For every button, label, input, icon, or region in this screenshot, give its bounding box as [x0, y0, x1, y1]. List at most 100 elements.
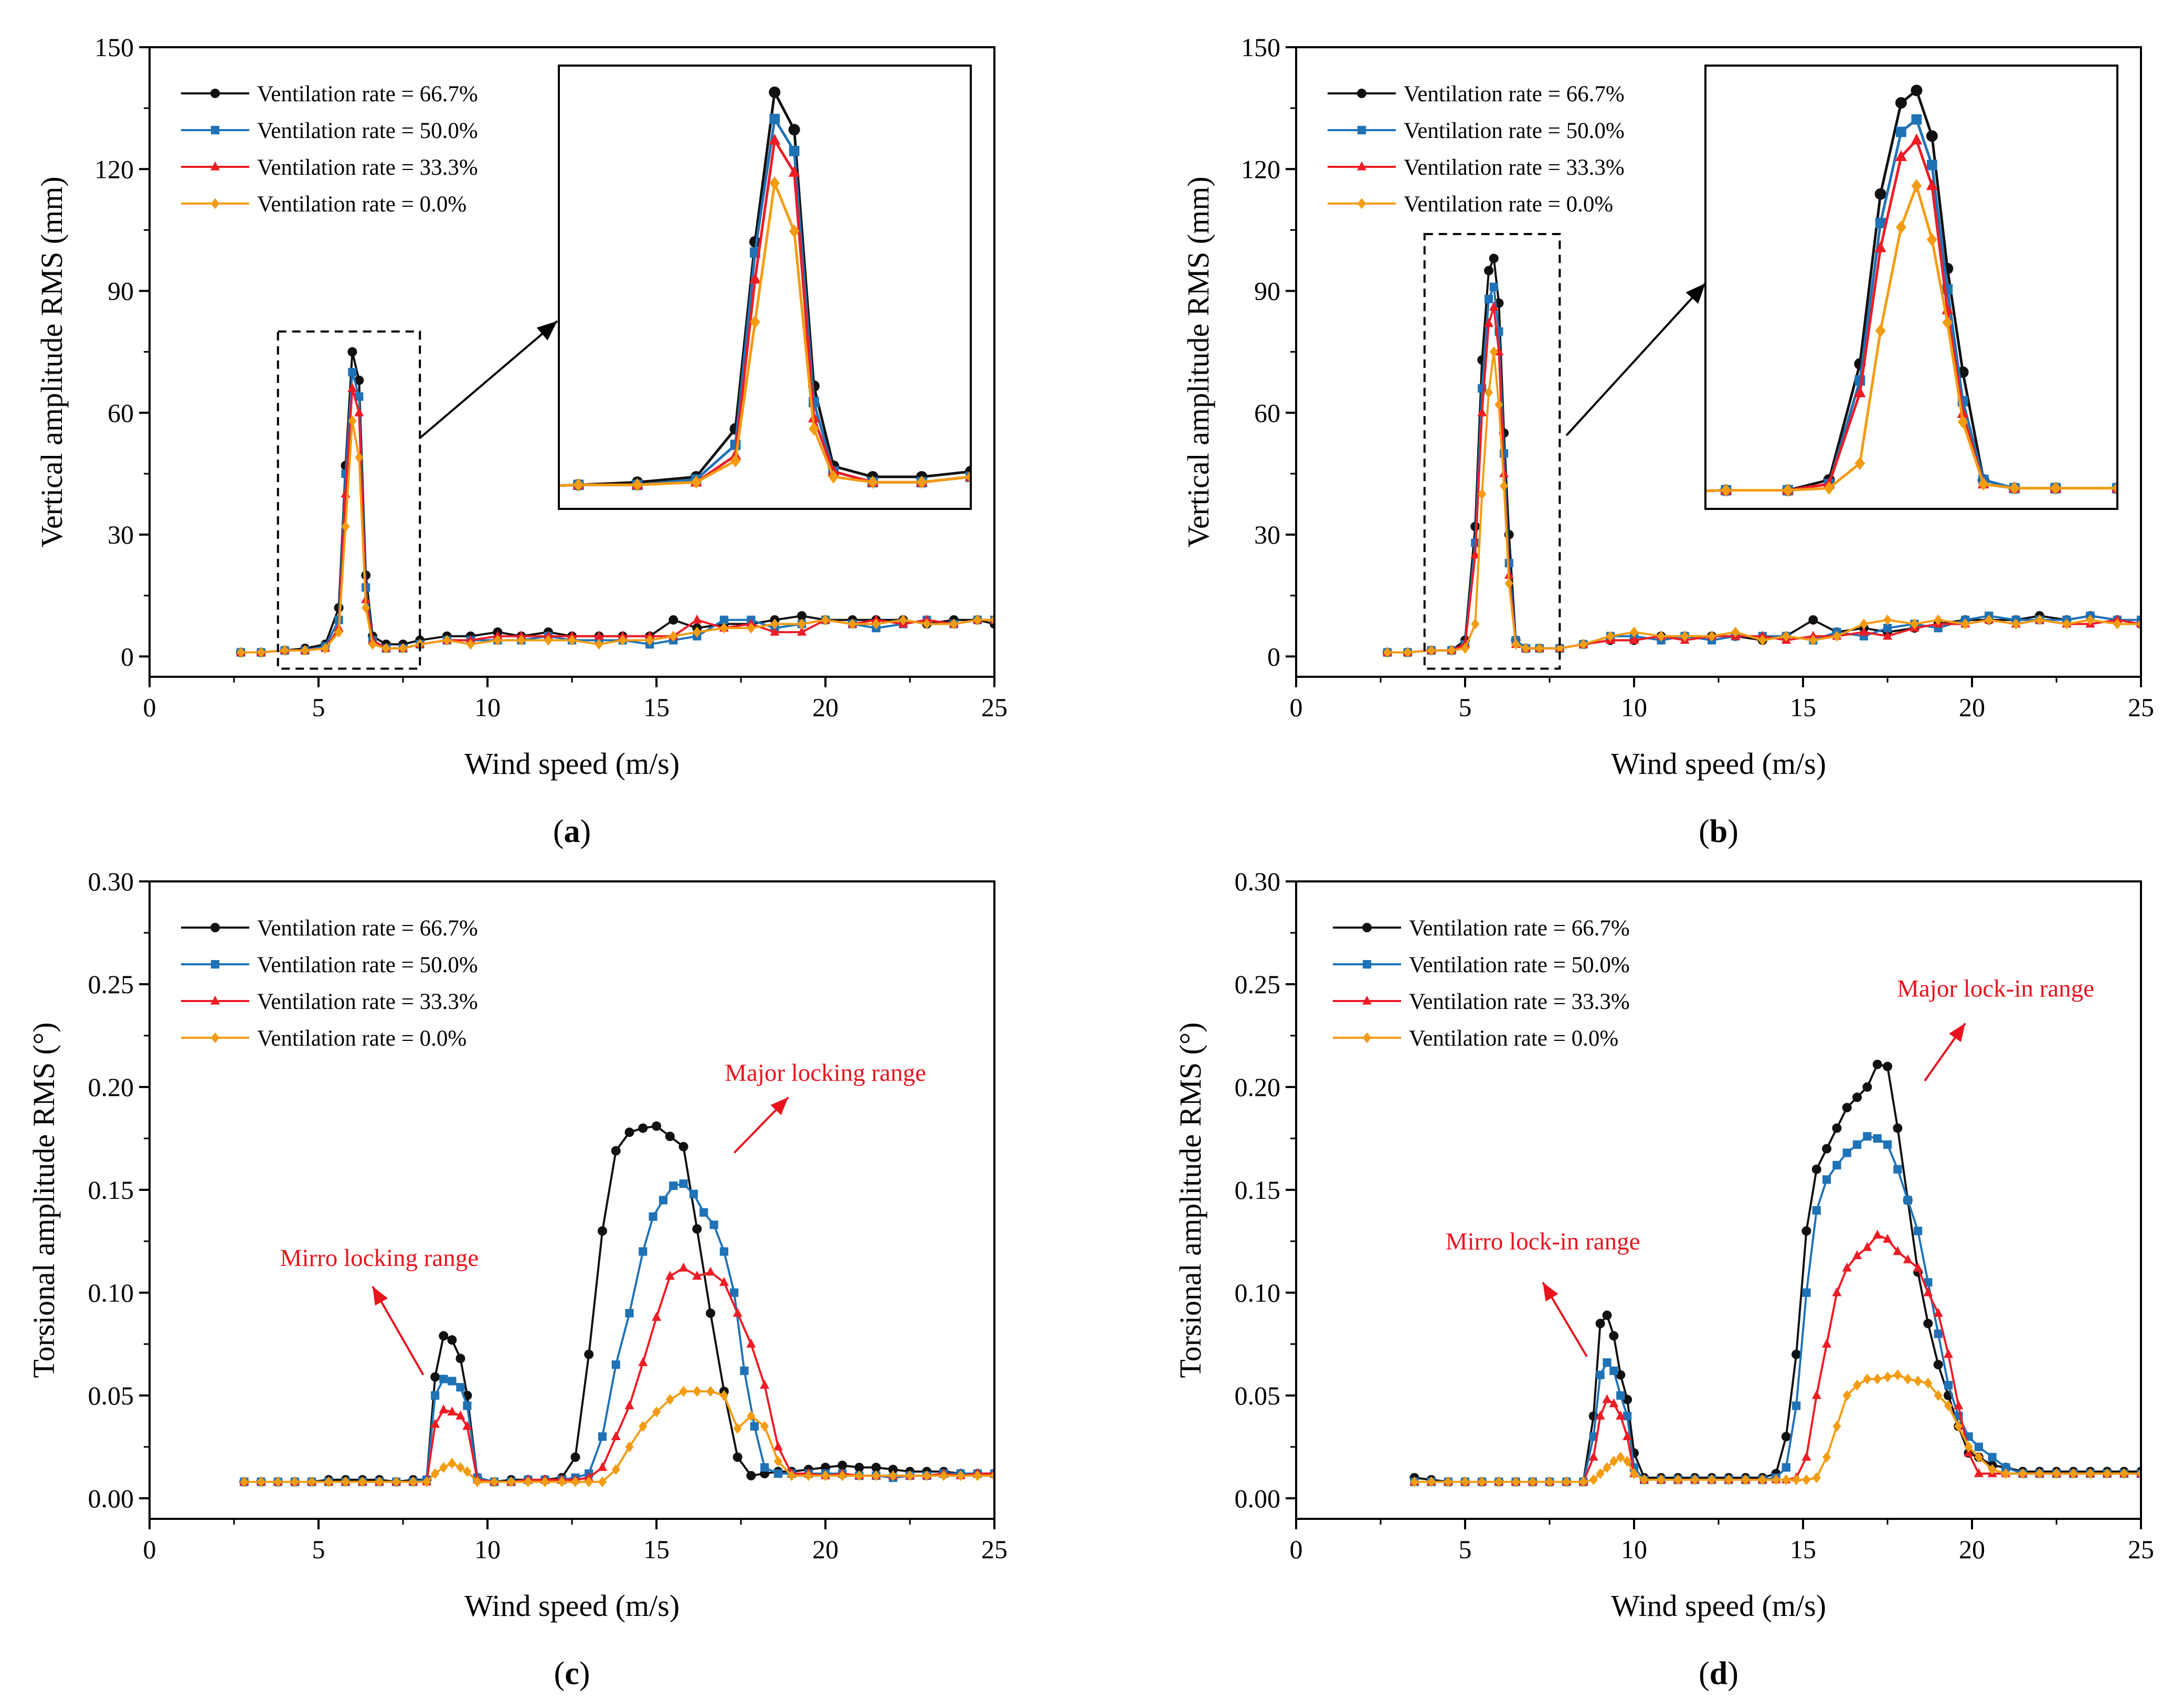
series-c-3-point — [639, 1421, 648, 1432]
y-tick-label: 0.15 — [1235, 1175, 1281, 1205]
y-tick-label: 0 — [1267, 642, 1280, 671]
series-c-0-point — [706, 1308, 716, 1318]
inset-series-b-1-point — [1649, 487, 1659, 498]
series-b-3-point — [2035, 614, 2044, 625]
series-c-0-point — [678, 1142, 688, 1152]
inset-series-a-1-point — [789, 145, 800, 156]
series-a-3-point — [923, 619, 931, 630]
series-a-3-point — [618, 634, 627, 646]
inset-series-a-3-point — [632, 478, 643, 492]
inset-series-b-3-point — [2050, 481, 2061, 495]
inset-series-a-2-point — [1338, 460, 1349, 471]
series-c-3-point — [679, 1386, 688, 1397]
series-d-1-point — [1974, 1442, 1983, 1451]
zoom-region-box — [277, 330, 421, 670]
legend-label: Ventilation rate = 33.3% — [257, 155, 478, 180]
x-tick-label: 25 — [981, 693, 1008, 722]
legend-marker — [210, 161, 220, 171]
series-b-3-point — [1758, 634, 1767, 646]
inset-series-a-3-point — [730, 454, 741, 468]
series-d-3-point — [1460, 1476, 1470, 1487]
series-b-3-point — [1427, 645, 1436, 656]
series-d-1-point — [1934, 1329, 1943, 1338]
legend-label: Ventilation rate = 0.0% — [257, 1026, 467, 1051]
series-c-1-point — [625, 1308, 634, 1318]
series-b-3-point — [1961, 619, 1970, 630]
series-a-3-point — [280, 645, 289, 656]
y-tick-label: 120 — [1241, 154, 1280, 184]
series-d-2-point — [1832, 1287, 1842, 1296]
series-c-0-point — [665, 1132, 675, 1141]
series-a-3-point — [669, 631, 678, 642]
series-b-3-point — [1708, 631, 1716, 642]
series-a-2-point — [797, 626, 807, 636]
legend-marker — [1362, 995, 1372, 1005]
legend: Ventilation rate = 66.7% Ventilation rate… — [1328, 82, 1625, 217]
series-c-3-point — [693, 1386, 702, 1397]
x-axis-title: Wind speed (m/s) — [464, 1589, 680, 1623]
series-a-3-point — [257, 647, 266, 658]
inset-series-a-2-point — [1632, 460, 1644, 471]
series-c-0-point — [871, 1463, 881, 1473]
series-a-3-point — [355, 452, 364, 463]
series-d-2-point — [1893, 1246, 1903, 1255]
inset-series-a-1-point — [1260, 466, 1270, 477]
series-c-3-point — [773, 1455, 782, 1467]
series-a-3-point — [348, 415, 357, 427]
series-d-0-point — [1933, 1360, 1943, 1370]
series-d-1-point — [1616, 1391, 1625, 1400]
series-a-2-point — [594, 631, 604, 640]
series-c-2-point — [611, 1431, 621, 1440]
series-c-0-point — [455, 1354, 465, 1364]
series-b-3-point — [1511, 638, 1520, 650]
inset-series-b-0-point — [1586, 486, 1598, 498]
inset-series-a-3-point — [1044, 465, 1055, 478]
inset-series-b-0-line — [1705, 89, 2117, 493]
inset-series-a-2-point — [2142, 438, 2154, 449]
series-d-2-point — [1903, 1254, 1913, 1263]
series-c-2-point — [692, 1271, 702, 1280]
series-b-3-point — [1447, 645, 1456, 656]
series-a-3-point — [341, 521, 350, 532]
series-d-1-point — [1623, 1411, 1632, 1421]
series-c-3-point — [524, 1476, 533, 1487]
series-d-3-point — [1609, 1455, 1618, 1467]
series-c-2-point — [447, 1406, 457, 1415]
series-d-2-point — [1588, 1452, 1598, 1461]
series-b-2-point — [1484, 318, 1494, 327]
y-tick-label: 150 — [94, 33, 134, 62]
series-a-3-point — [398, 643, 408, 654]
series-c-3-point — [439, 1462, 448, 1473]
series-d-1-point — [1883, 1140, 1892, 1149]
series-d-3-point — [1832, 1421, 1841, 1432]
chart-c: 0 5 10 15 20 25 0.00 0.05 0.10 0.15 0.20 0.25 0.30 Wi… — [27, 867, 1008, 1691]
series-c-3-point — [571, 1476, 580, 1487]
panel-caption: (a) — [553, 814, 591, 849]
legend-label: Ventilation rate = 50.0% — [1409, 953, 1630, 977]
y-tick-label: 0.00 — [88, 1484, 134, 1513]
series-c-1-point — [456, 1383, 465, 1392]
legend-marker — [210, 1032, 220, 1044]
legend-marker — [1362, 923, 1372, 932]
series-c-0-point — [447, 1335, 457, 1345]
inset-series-a-3-point — [789, 224, 800, 238]
inset-series-a-3-point — [691, 475, 702, 489]
inset-series-a-1-point — [1407, 466, 1417, 477]
series-c-0-point — [692, 1224, 702, 1234]
series-d-3-point — [1562, 1476, 1571, 1487]
series-b-3-point — [1985, 614, 1994, 625]
series-d-3-point — [2103, 1468, 2112, 1480]
inset-series-b-2-point — [1874, 241, 1886, 252]
series-a-3-point — [797, 619, 807, 630]
series-d-3-point — [1410, 1476, 1419, 1487]
inset-series-b-3-point — [1926, 233, 1937, 247]
inset-series-b-3-point — [1957, 415, 1968, 429]
series-d-3-point — [1596, 1468, 1605, 1480]
series-a-0-point — [797, 611, 807, 621]
series-a-3-point — [368, 638, 377, 650]
series-b-0-point — [1489, 253, 1499, 263]
series-c-1-point — [719, 1247, 728, 1256]
legend: Ventilation rate = 66.7% Ventilation rate… — [181, 82, 478, 217]
legend-marker — [1357, 125, 1366, 135]
series-b-3-point — [1535, 643, 1544, 654]
